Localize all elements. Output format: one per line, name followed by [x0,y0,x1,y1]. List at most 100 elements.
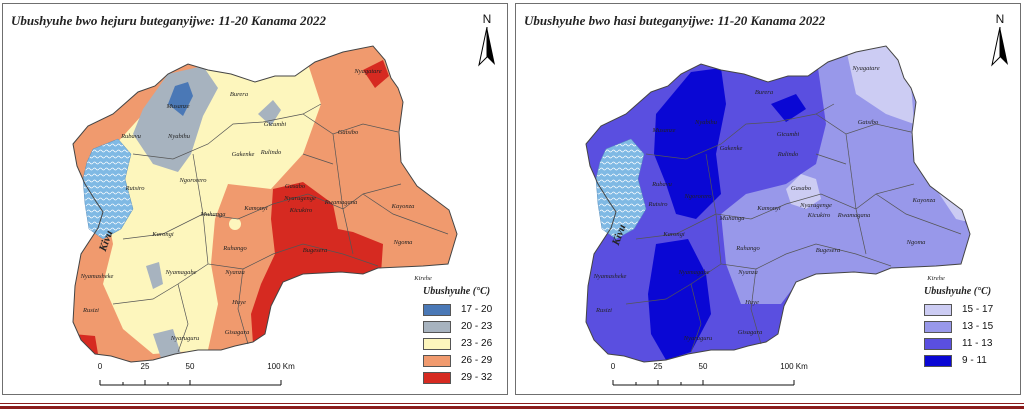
district-label: Nyanza [737,269,758,276]
district-label: Bugesera [816,247,841,254]
legend-swatch [423,371,451,384]
north-arrow-icon [991,27,1008,67]
district-label: Kicukiro [289,207,313,214]
map-title: Ubushyuhe bwo hasi buteganyijwe: 11-20 K… [524,13,826,28]
district-label: Kamonyi [243,205,268,212]
district-label: Rwamagana [324,199,358,206]
district-boundaries [112,103,449,353]
legend-item: 29 - 32 [423,369,507,386]
district-label: Ngoma [393,239,413,246]
legend-label: 29 - 32 [461,372,493,383]
legend-item: 20 - 23 [423,318,507,335]
district-label: Rusizi [82,307,99,314]
scale-tick-label: 25 [653,362,663,371]
district-label: Rusizi [595,307,612,314]
legend-item: 26 - 29 [423,352,507,369]
district-label: Huye [231,299,246,306]
max-temperature-map-panel: Musanze Burera Rubavu Nyabihu Gicumbi Nyagata… [2,3,508,395]
district-label: Nyaruguru [683,335,713,342]
district-label: Nyamagabe [677,269,709,276]
legend-item: 9 - 11 [924,352,1016,369]
district-label: Gakenke [232,151,255,158]
district-label: Gatsibo [338,129,359,136]
legend-item: 11 - 13 [924,335,1016,352]
district-label: Nyamasheke [593,273,627,280]
country-outline [72,45,458,363]
legend-swatch [423,320,451,333]
scale-tick-label: 100 Km [267,362,295,371]
legend-list: 17 - 20 20 - 23 23 - 26 26 - 29 29 - 32 [423,301,507,386]
district-label: Kirehe [926,275,945,282]
legend-swatch [423,303,451,316]
legend-label: 20 - 23 [461,321,493,332]
district-labels: Nyagatare Burera Musanze Nyabihu Gicumbi Gake… [593,65,945,342]
district-label: Gakenke [720,145,743,152]
district-label: Nyamasheke [80,273,114,280]
district-label: Burera [230,91,248,98]
district-label: Nyagatare [353,68,381,75]
district-label: Ngoma [906,239,926,246]
zone-9-11-lake [771,94,806,122]
district-label: Rulindo [260,149,282,156]
scale-bar: 0 25 50 100 Km [93,362,295,392]
district-label: Ruhango [735,245,760,252]
district-boundaries [625,103,962,353]
legend-label: 26 - 29 [461,355,493,366]
zone-20-23-mid [146,262,163,289]
north-arrow-icon [478,27,495,67]
zone-15-17-central [786,174,821,209]
lake-kivu [82,138,134,240]
district-label: Rwamagana [837,212,871,219]
scale-tick-label: 50 [185,362,195,371]
zone-9-11-north [654,68,726,219]
zone-20-23-lake [258,100,281,126]
legend-label: 9 - 11 [962,355,987,366]
district-label: Nyabihu [167,133,191,140]
zone-17-20 [168,82,193,116]
legend-swatch [924,354,952,367]
scale-bar-graphic [99,380,282,386]
legend-label: 15 - 17 [962,304,994,315]
legend-swatch [423,354,451,367]
district-label: Nyarugenge [283,195,316,202]
legend-label: 11 - 13 [962,338,993,349]
zone-29-32-east [251,182,383,344]
legend-title: Ubushyuhe (°C) [423,286,491,297]
district-label: Kirehe [413,275,432,282]
district-label: Musanze [165,103,189,110]
district-label: Rutsiro [648,201,669,208]
district-label: Muhanga [719,215,745,222]
legend-item: 15 - 17 [924,301,1016,318]
zone-29-32-southwest [73,334,99,360]
district-label: Nyabihu [694,119,718,126]
north-arrow: N [986,12,1014,68]
legend-item: 17 - 20 [423,301,507,318]
min-temperature-map-panel: Nyagatare Burera Musanze Nyabihu Gicumbi Gake… [515,3,1021,395]
legend-item: 13 - 15 [924,318,1016,335]
district-label: Gatsibo [858,119,879,126]
district-label: Burera [755,89,773,96]
district-label: Rutsiro [125,185,146,192]
north-arrow: N [473,12,501,68]
scale-tick-label: 0 [610,362,616,371]
district-label: Rubavu [651,181,673,188]
scale-tick-label: 100 Km [780,362,808,371]
district-label: Gicumbi [777,131,800,138]
district-label: Kamonyi [756,205,781,212]
district-label: Ngororero [683,193,712,200]
district-label: Gisagara [738,329,763,336]
legend-label: 13 - 15 [962,321,994,332]
district-label: Nyanza [224,269,245,276]
scale-tick-label: 50 [698,362,708,371]
north-label: N [995,12,1005,26]
legend: Ubushyuhe (°C) 15 - 17 13 - 15 11 - 13 9 - … [924,286,1016,369]
legend-swatch [924,303,952,316]
zone-23-26-spot [229,218,241,230]
district-label: Karongi [662,231,685,238]
district-label: Ruhango [222,245,247,252]
district-label: Nyarugenge [799,202,832,209]
zone-9-11-south [648,239,711,360]
district-label: Karongi [151,231,174,238]
legend-label: 23 - 26 [461,338,493,349]
zone-20-23-north [133,66,218,172]
